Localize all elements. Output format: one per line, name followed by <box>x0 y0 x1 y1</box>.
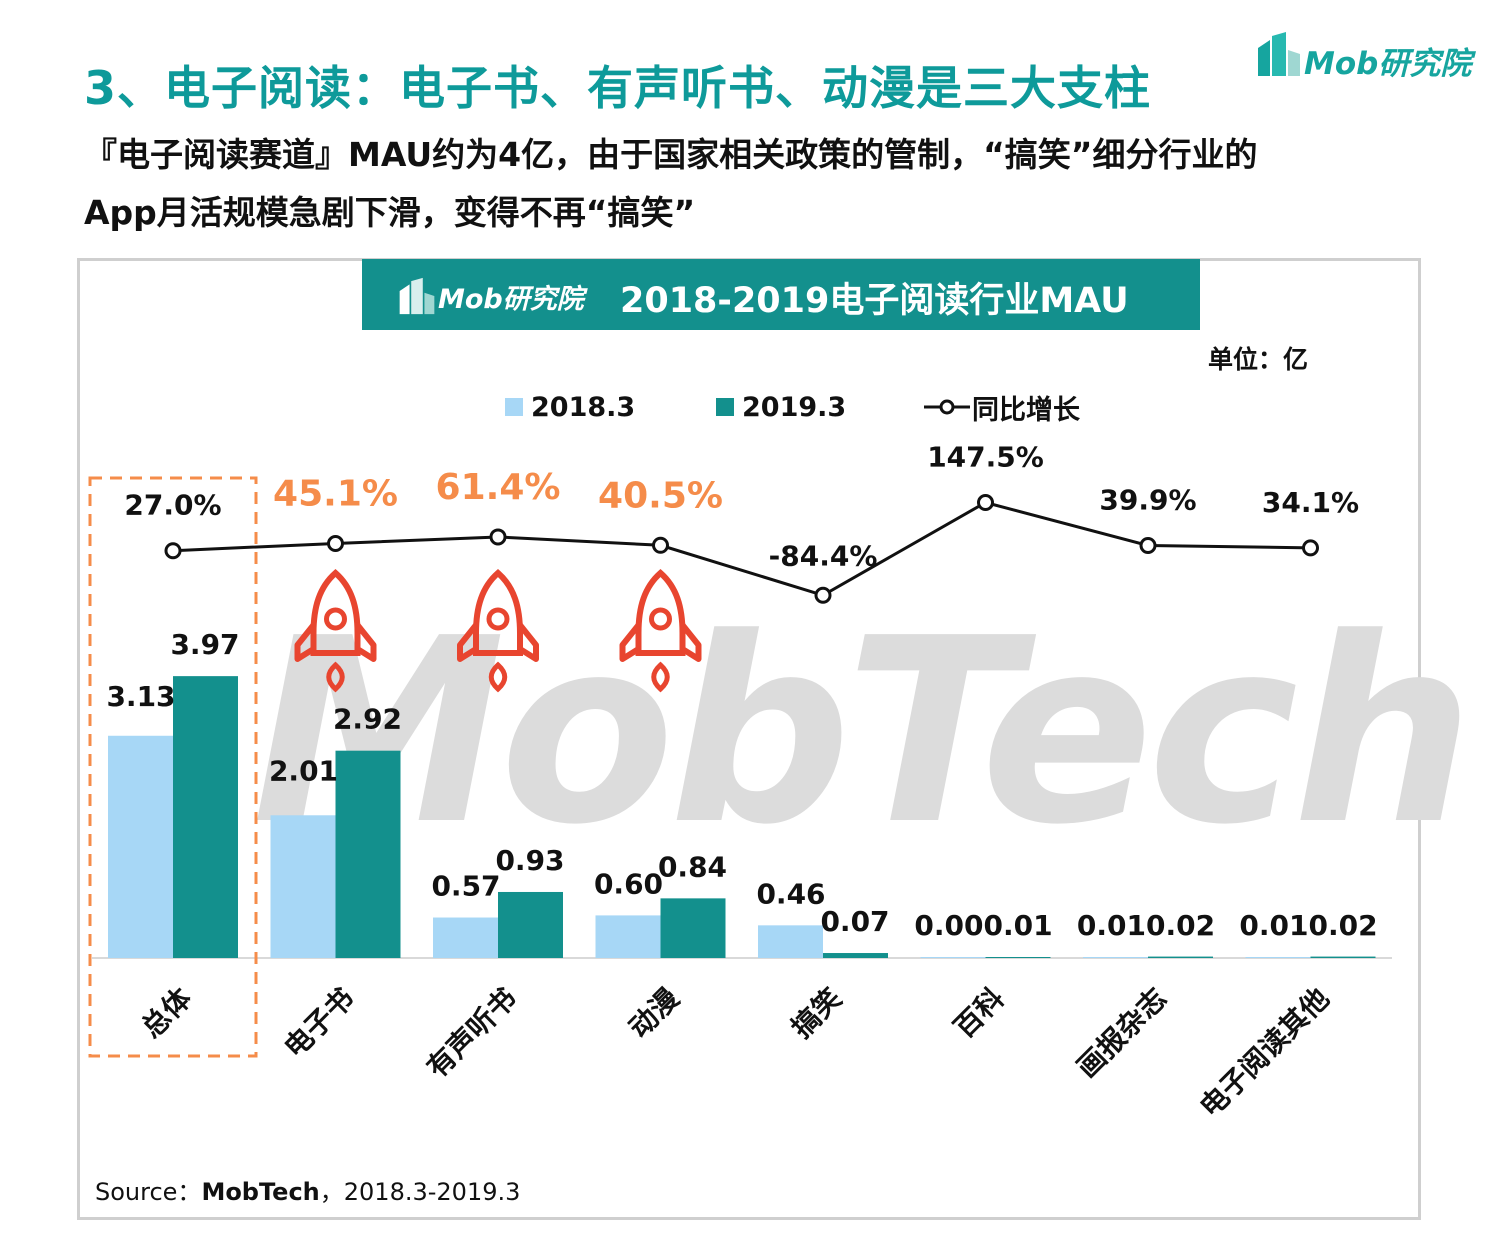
growth-label: -84.4% <box>769 539 878 572</box>
bar-label-2019: 2.92 <box>333 703 402 736</box>
bar-label-2018: 2.01 <box>269 755 338 788</box>
growth-label: 40.5% <box>598 475 723 516</box>
bar-2019 <box>660 898 726 958</box>
bar-label-2018: 0.01 <box>1077 909 1146 942</box>
bar-label-2019: 0.07 <box>820 905 889 938</box>
growth-point <box>814 586 832 604</box>
growth-label: 39.9% <box>1099 484 1196 517</box>
bar-label-2018: 0.46 <box>756 877 825 910</box>
watermark-text: MobTech <box>252 584 1468 881</box>
bar-label-2019: 0.84 <box>658 850 727 883</box>
brand-name: Mob研究院 <box>1304 46 1472 82</box>
category-label: 总体 <box>135 981 199 1045</box>
category-label: 有声听书 <box>420 982 523 1085</box>
source-brand: MobTech <box>201 1178 320 1206</box>
rocket-icon <box>619 569 702 693</box>
bar-label-2018: 0.60 <box>594 867 663 900</box>
bar-2018 <box>758 925 823 958</box>
category-label: 动漫 <box>623 982 686 1045</box>
growth-point <box>489 528 507 546</box>
bar-2019 <box>1148 956 1213 958</box>
bar-2018 <box>1245 957 1311 958</box>
growth-point <box>1139 537 1157 555</box>
legend-item-2018: 2018.3 <box>505 390 635 424</box>
bar-2019 <box>823 953 888 958</box>
banner-building-icon <box>399 277 435 315</box>
category-label: 电子书 <box>278 982 361 1065</box>
bar-2019 <box>498 891 563 958</box>
bar-2018 <box>108 735 173 958</box>
brand-logo: Mob研究院 <box>1256 32 1476 82</box>
unit-label: 单位：亿 <box>1208 345 1309 374</box>
legend-swatch-2018 <box>505 398 523 416</box>
banner-brand-name: Mob研究院 <box>438 284 584 315</box>
bar-label-2019: 3.97 <box>170 628 239 661</box>
bar-2019 <box>173 676 238 958</box>
growth-point <box>652 536 669 554</box>
bar-label-2019: 0.01 <box>984 909 1053 942</box>
bar-2018 <box>595 915 661 958</box>
legend-line-marker-icon <box>924 399 970 415</box>
category-label: 电子阅读其他 <box>1193 982 1335 1124</box>
source-range: ，2018.3-2019.3 <box>319 1178 521 1206</box>
growth-label: 61.4% <box>436 467 561 508</box>
bar-2018 <box>270 815 336 958</box>
legend-item-2019: 2019.3 <box>716 390 846 424</box>
bar-2018 <box>433 917 498 958</box>
growth-label: 45.1% <box>273 473 398 514</box>
subtitle-line-1: 『电子阅读赛道』MAU约为4亿，由于国家相关政策的管制，“搞笑”细分行业的 <box>84 135 1258 174</box>
growth-point <box>164 542 182 560</box>
legend-item-growth: 同比增长 <box>924 390 1080 426</box>
bar-label-2018: 0.00 <box>914 909 983 942</box>
bar-label-2019: 0.02 <box>1309 909 1378 942</box>
source-prefix: Source： <box>95 1178 202 1206</box>
bar-2019 <box>1310 956 1376 958</box>
growth-label: 27.0% <box>124 489 221 522</box>
page-title: 3、电子阅读：电子书、有声听书、动漫是三大支柱 <box>84 61 1152 115</box>
bar-label-2018: 0.57 <box>431 870 500 903</box>
highlight-box <box>88 476 258 1058</box>
legend-swatch-2019 <box>716 398 734 416</box>
growth-point <box>977 494 994 511</box>
source-note: Source：MobTech，2018.3-2019.3 <box>95 1172 520 1207</box>
category-label: 百科 <box>948 982 1011 1045</box>
bar-label-2019: 0.93 <box>495 844 564 877</box>
legend-label-2018: 2018.3 <box>531 391 636 423</box>
bar-2019 <box>335 750 401 958</box>
subtitle-line-2: App月活规模急剧下滑，变得不再“搞笑” <box>84 193 696 232</box>
growth-point <box>327 534 344 552</box>
bar-label-2019: 0.02 <box>1146 909 1215 942</box>
growth-label: 147.5% <box>927 441 1044 474</box>
growth-label: 34.1% <box>1262 486 1359 519</box>
legend-label-2019: 2019.3 <box>742 391 847 423</box>
brand-building-icon <box>1258 32 1300 76</box>
category-label: 搞笑 <box>785 982 848 1045</box>
chart-title-banner: Mob研究院 2018-2019电子阅读行业MAU <box>362 259 1200 330</box>
bar-2018 <box>920 957 986 958</box>
bar-2019 <box>985 957 1051 958</box>
bar-label-2018: 0.01 <box>1239 909 1308 942</box>
category-label: 画报杂志 <box>1070 982 1173 1085</box>
bar-2018 <box>1083 957 1148 958</box>
banner-logo: Mob研究院 <box>398 277 598 317</box>
growth-line <box>172 500 1311 597</box>
legend-label-growth: 同比增长 <box>972 394 1080 426</box>
growth-point <box>1302 539 1319 557</box>
rocket-icon <box>294 569 377 693</box>
bar-label-2018: 3.13 <box>106 680 175 713</box>
rocket-icon <box>457 569 539 693</box>
chart-title: 2018-2019电子阅读行业MAU <box>620 281 1129 321</box>
